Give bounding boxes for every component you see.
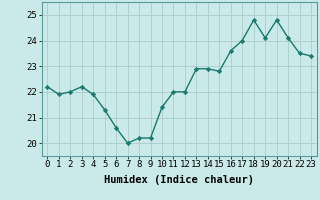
X-axis label: Humidex (Indice chaleur): Humidex (Indice chaleur) bbox=[104, 175, 254, 185]
